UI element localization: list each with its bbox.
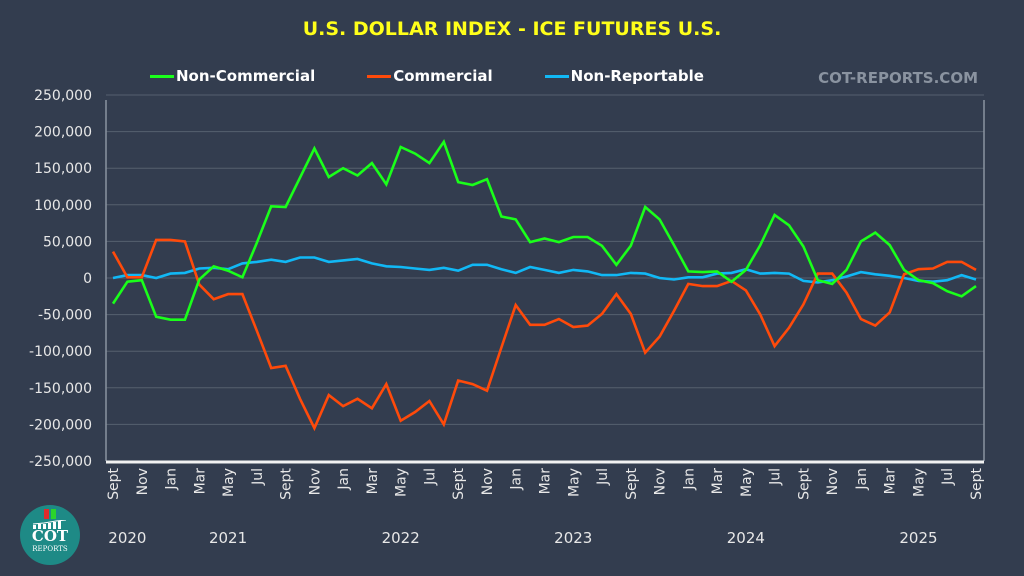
y-tick-label: 200,000 bbox=[34, 125, 92, 141]
x-tick-label: Jan bbox=[681, 468, 697, 491]
legend: Non-Commercial Commercial Non-Reportable bbox=[150, 66, 756, 86]
year-label: 2023 bbox=[554, 529, 592, 547]
year-label: 2025 bbox=[899, 529, 937, 547]
y-axis-ticks: 250,000 200,000 150,000 100,000 50,000 0 -50,0… bbox=[29, 88, 92, 470]
x-tick-label: Sept bbox=[624, 468, 640, 500]
y-tick-label: -250,000 bbox=[29, 454, 92, 470]
x-tick-label: Jul bbox=[768, 468, 784, 486]
x-tick-label: Sept bbox=[969, 468, 985, 500]
y-tick-label: -50,000 bbox=[38, 308, 92, 324]
x-tick-label: May bbox=[394, 468, 410, 497]
legend-item-non-reportable: Non-Reportable bbox=[544, 67, 704, 85]
year-label: 2021 bbox=[209, 529, 247, 547]
x-tick-label: Mar bbox=[365, 468, 381, 495]
watermark: COT-REPORTS.COM bbox=[818, 69, 978, 87]
x-tick-label: Sept bbox=[279, 468, 295, 500]
legend-swatch-non-commercial bbox=[150, 74, 174, 78]
x-tick-label: Nov bbox=[825, 468, 841, 495]
x-axis-ticks: Sept Nov Jan Mar May Jul Sept Nov Jan Mar May Jul Se… bbox=[106, 468, 985, 500]
y-tick-label: 0 bbox=[83, 271, 92, 287]
y-tick-label: -100,000 bbox=[29, 344, 92, 360]
y-tick-label: 250,000 bbox=[34, 88, 92, 104]
x-tick-label: Jul bbox=[940, 468, 956, 486]
legend-label-non-commercial: Non-Commercial bbox=[176, 67, 316, 85]
x-tick-label: Sept bbox=[796, 468, 812, 500]
candlestick-icon bbox=[44, 509, 56, 519]
axes bbox=[105, 100, 985, 464]
cot-reports-logo: COT REPORTS bbox=[20, 505, 80, 565]
y-tick-label: 100,000 bbox=[34, 198, 92, 214]
gridlines bbox=[106, 94, 984, 425]
x-tick-label: Jan bbox=[164, 468, 180, 491]
legend-item-commercial: Commercial bbox=[367, 67, 493, 85]
logo-subtext: REPORTS bbox=[32, 545, 68, 553]
y-tick-label: -200,000 bbox=[29, 417, 92, 433]
y-tick-label: 150,000 bbox=[34, 161, 92, 177]
legend-label-commercial: Commercial bbox=[393, 67, 493, 85]
x-tick-label: Mar bbox=[538, 468, 554, 495]
x-tick-label: Mar bbox=[883, 468, 899, 495]
y-tick-label: 50,000 bbox=[43, 234, 92, 250]
chart-title: U.S. DOLLAR INDEX - ICE FUTURES U.S. bbox=[302, 18, 722, 40]
x-tick-label: Jul bbox=[595, 468, 611, 486]
x-tick-label: Jul bbox=[422, 468, 438, 486]
series-line-non-commercial bbox=[111, 138, 977, 322]
legend-label-non-reportable: Non-Reportable bbox=[570, 67, 704, 85]
series-line-non-reportable bbox=[112, 256, 977, 284]
x-tick-label: Sept bbox=[451, 468, 467, 500]
x-tick-label: May bbox=[911, 468, 927, 497]
legend-item-non-commercial: Non-Commercial bbox=[150, 67, 315, 85]
series-lines bbox=[111, 138, 977, 432]
year-label: 2024 bbox=[727, 529, 765, 547]
legend-swatch-non-reportable bbox=[544, 74, 569, 78]
year-label: 2022 bbox=[382, 529, 420, 547]
x-tick-label: Nov bbox=[480, 468, 496, 495]
y-tick-label: -150,000 bbox=[29, 381, 92, 397]
year-label: 2020 bbox=[108, 529, 146, 547]
x-tick-label: May bbox=[221, 468, 237, 497]
x-tick-label: Nov bbox=[307, 468, 323, 495]
x-tick-label: May bbox=[739, 468, 755, 497]
x-tick-label: May bbox=[566, 468, 582, 497]
bar-chart-icon bbox=[32, 520, 67, 529]
x-tick-label: Sept bbox=[106, 468, 122, 500]
x-tick-label: Jan bbox=[509, 468, 525, 491]
series-line-commercial bbox=[111, 238, 977, 432]
x-tick-label: Mar bbox=[710, 468, 726, 495]
legend-swatch-commercial bbox=[367, 74, 392, 78]
x-tick-label: Nov bbox=[653, 468, 669, 495]
x-tick-label: Jul bbox=[250, 468, 266, 486]
logo-text: COT bbox=[31, 527, 69, 545]
x-tick-label: Nov bbox=[135, 468, 151, 495]
year-labels: 2020 2021 2022 2023 2024 2025 bbox=[108, 529, 937, 547]
x-tick-label: Jan bbox=[854, 468, 870, 491]
x-tick-label: Mar bbox=[192, 468, 208, 495]
x-tick-label: Jan bbox=[336, 468, 352, 491]
